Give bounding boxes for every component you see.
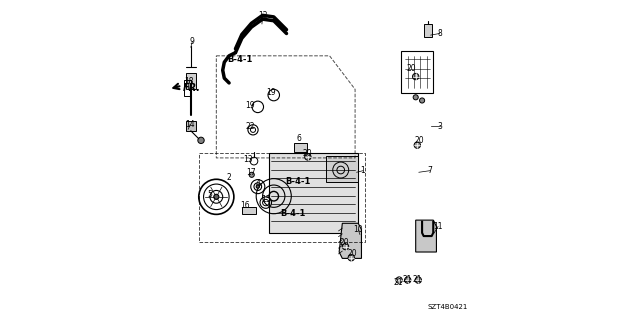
Text: 17: 17 bbox=[246, 168, 256, 177]
Text: 4: 4 bbox=[255, 179, 260, 188]
Text: 16: 16 bbox=[240, 201, 250, 210]
Text: B-4-1: B-4-1 bbox=[280, 209, 305, 218]
Text: 21: 21 bbox=[403, 275, 412, 284]
Text: 12: 12 bbox=[258, 11, 268, 20]
Text: 11: 11 bbox=[433, 222, 443, 231]
Bar bbox=[184, 80, 191, 96]
Circle shape bbox=[415, 277, 422, 283]
Text: 20: 20 bbox=[339, 238, 349, 247]
Circle shape bbox=[413, 95, 419, 100]
Bar bbox=[186, 121, 196, 131]
Bar bbox=[424, 24, 431, 37]
Circle shape bbox=[256, 185, 259, 188]
Circle shape bbox=[396, 277, 403, 283]
Bar bbox=[242, 207, 256, 214]
Text: 22: 22 bbox=[245, 122, 255, 130]
Text: B-4-1: B-4-1 bbox=[227, 55, 253, 63]
Text: 5: 5 bbox=[207, 190, 212, 199]
Bar bbox=[294, 143, 307, 152]
Text: 20: 20 bbox=[406, 64, 416, 73]
Text: B-4-1: B-4-1 bbox=[285, 177, 310, 186]
Circle shape bbox=[342, 243, 349, 250]
Text: 21: 21 bbox=[394, 278, 403, 287]
Text: 8: 8 bbox=[437, 29, 442, 38]
Polygon shape bbox=[326, 156, 358, 182]
Circle shape bbox=[420, 98, 424, 103]
Circle shape bbox=[214, 194, 219, 199]
Text: 14: 14 bbox=[186, 120, 195, 129]
Polygon shape bbox=[416, 220, 436, 252]
Text: 20: 20 bbox=[347, 249, 356, 258]
Text: 15: 15 bbox=[261, 195, 271, 204]
Text: 18: 18 bbox=[184, 77, 194, 86]
Text: FR.: FR. bbox=[183, 83, 201, 93]
Bar bbox=[401, 51, 433, 93]
Circle shape bbox=[305, 154, 311, 160]
Text: SZT4B0421: SZT4B0421 bbox=[428, 304, 468, 310]
Text: 3: 3 bbox=[437, 122, 442, 130]
Bar bbox=[186, 73, 196, 89]
Circle shape bbox=[404, 277, 411, 283]
Circle shape bbox=[348, 255, 355, 261]
Circle shape bbox=[249, 172, 254, 177]
Text: 19: 19 bbox=[245, 101, 255, 110]
Polygon shape bbox=[269, 153, 358, 233]
Text: 20: 20 bbox=[303, 149, 312, 158]
Text: 19: 19 bbox=[266, 88, 275, 97]
Polygon shape bbox=[339, 223, 362, 258]
Circle shape bbox=[413, 73, 419, 80]
Text: 13: 13 bbox=[243, 155, 253, 164]
Text: 2: 2 bbox=[227, 173, 232, 182]
Circle shape bbox=[198, 137, 204, 144]
Text: 9: 9 bbox=[190, 37, 195, 46]
Circle shape bbox=[414, 142, 420, 148]
Text: 7: 7 bbox=[428, 166, 433, 175]
Text: 20: 20 bbox=[414, 136, 424, 145]
Text: 6: 6 bbox=[297, 134, 301, 143]
Text: 21: 21 bbox=[413, 275, 422, 284]
Text: 10: 10 bbox=[353, 225, 363, 234]
Text: 1: 1 bbox=[361, 166, 365, 175]
